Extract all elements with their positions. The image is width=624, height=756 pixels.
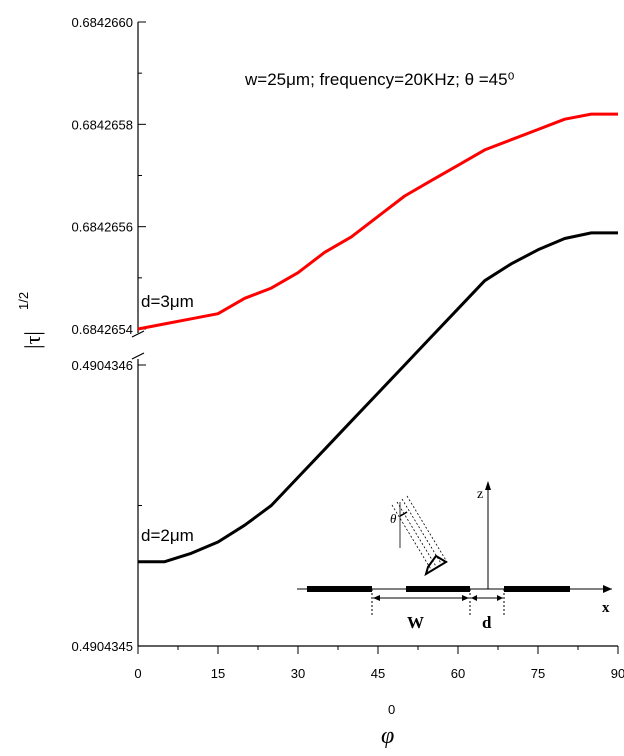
y-axis-label-main: |τ| — [20, 331, 45, 349]
x-tick-label: 60 — [451, 666, 465, 681]
y-axis-label: |τ| 1/2 — [16, 292, 45, 349]
inset-x-label: x — [602, 600, 610, 616]
series-line-d3um — [137, 112, 618, 331]
series-layer — [137, 112, 618, 564]
x-axis-label: φ — [381, 723, 394, 749]
axis-break-mark — [131, 352, 145, 360]
inset-z-label: z — [477, 487, 483, 502]
inset-angle-arc — [399, 511, 408, 517]
y-tick-label-upper: 0.6842656 — [72, 220, 133, 235]
y-axis-label-exponent: 1/2 — [16, 292, 31, 310]
x-ticks: 0 15 30 45 60 75 90 — [134, 646, 624, 681]
inset-theta-label: θ — [390, 511, 397, 526]
geometry-inset-diagram: z x W d θ — [297, 481, 612, 632]
y-tick-label-lower: 0.4904345 — [72, 639, 133, 654]
inset-strip-1 — [307, 586, 372, 592]
x-tick-label: 75 — [531, 666, 545, 681]
inset-w-arrowhead-left — [373, 595, 380, 601]
x-tick-label: 90 — [611, 666, 624, 681]
inset-w-label: W — [407, 613, 424, 632]
parameter-annotation: w=25μm; frequency=20KHz; θ =45⁰ — [244, 70, 515, 89]
inset-d-label: d — [482, 613, 492, 632]
inset-z-arrowhead — [485, 481, 491, 490]
inset-strip-2 — [406, 586, 470, 592]
axes — [131, 22, 618, 647]
x-tick-label: 30 — [291, 666, 305, 681]
inset-w-arrowhead-right — [462, 595, 469, 601]
inset-d-arrowhead-left — [471, 595, 477, 601]
x-tick-label: 15 — [211, 666, 225, 681]
x-axis-label-sup: 0 — [388, 702, 395, 717]
y-tick-label-lower: 0.4904346 — [72, 358, 133, 373]
series-label-d2: d=2μm — [141, 526, 194, 545]
y-tick-label-upper: 0.6842660 — [72, 15, 133, 30]
y-ticks: 0.6842654 0.6842656 0.6842658 0.6842660 0.49… — [72, 15, 146, 654]
inset-strip-3 — [504, 586, 570, 592]
x-tick-label: 45 — [371, 666, 385, 681]
axis-break-mark — [131, 330, 145, 338]
inset-d-arrowhead-right — [497, 595, 503, 601]
x-tick-label: 0 — [134, 666, 141, 681]
series-line-d2um — [138, 231, 618, 564]
y-tick-label-upper: 0.6842658 — [72, 117, 133, 132]
inset-x-arrowhead — [603, 585, 612, 593]
series-label-d3: d=3μm — [141, 292, 194, 311]
inset-beam-head — [424, 554, 448, 577]
inset-incident-beam — [391, 495, 448, 572]
y-tick-label-upper: 0.6842654 — [72, 322, 133, 337]
